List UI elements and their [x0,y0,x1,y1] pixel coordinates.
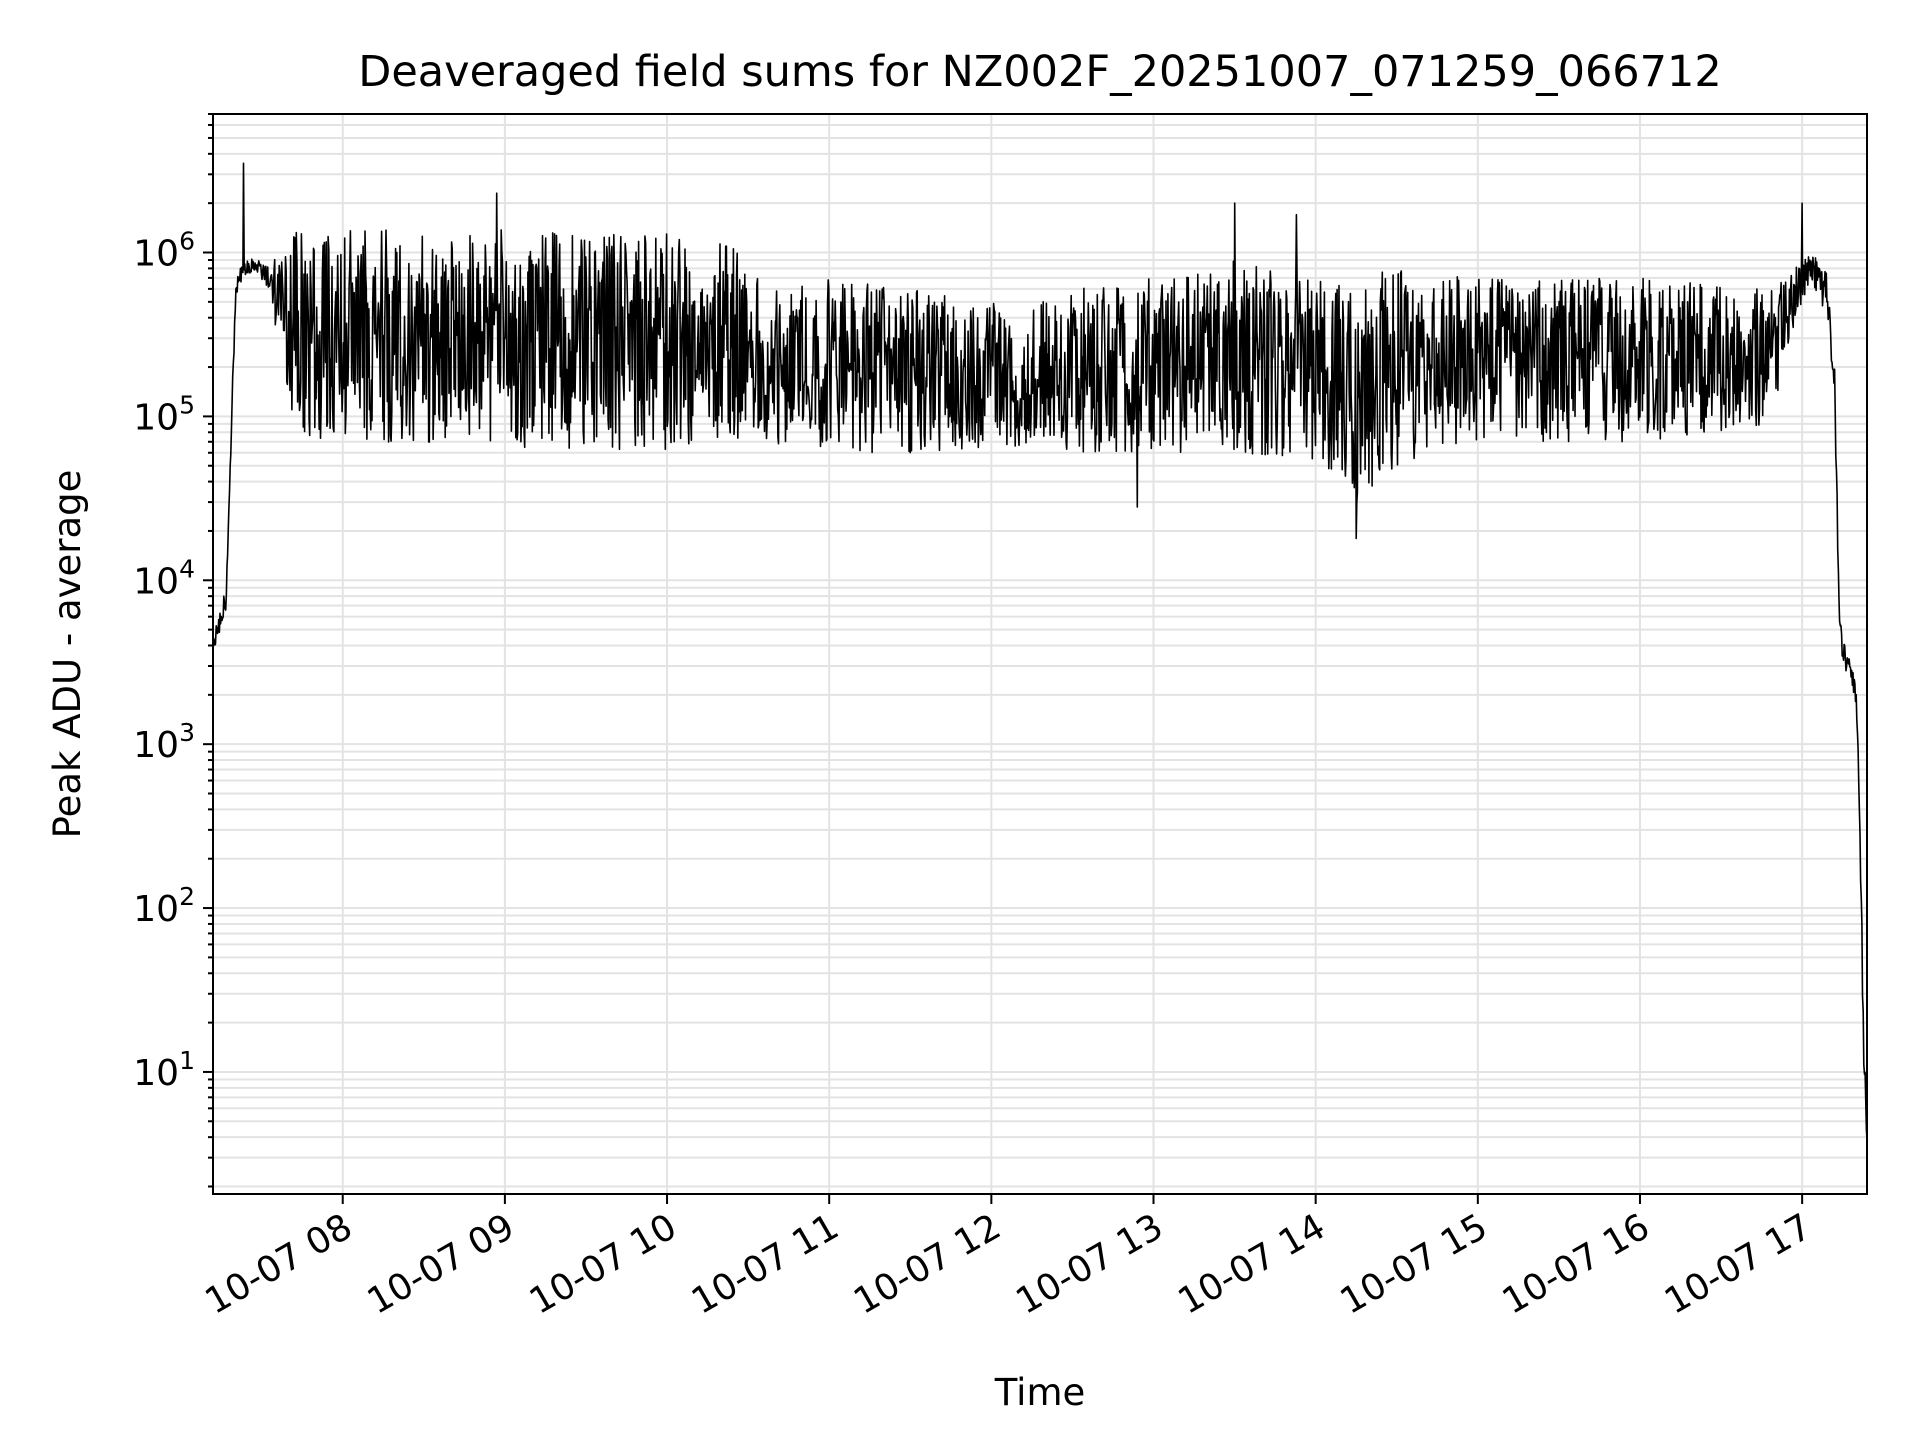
series-layer [212,162,1868,1141]
x-tick-label: 10-07 11 [685,1206,846,1322]
y-tick-label: 105 [133,390,195,438]
x-axis-label: Time [994,1371,1086,1414]
chart-title: Deaveraged field sums for NZ002F_2025100… [358,47,1722,97]
x-tick-label: 10-07 13 [1009,1206,1170,1322]
x-tick-label: 10-07 08 [199,1206,360,1322]
x-tick-label: 10-07 15 [1334,1206,1495,1322]
plot-frame [212,113,1868,1195]
y-tick-label: 106 [133,227,195,275]
x-tick-label: 10-07 10 [523,1206,684,1322]
x-tick-label: 10-07 09 [361,1206,522,1322]
y-tick-label: 104 [133,554,195,602]
x-tick-label: 10-07 14 [1171,1206,1332,1322]
y-axis-label: Peak ADU - average [46,470,89,839]
y-tick-label: 101 [133,1046,195,1094]
y-tick-label: 103 [133,718,195,766]
x-tick-label: 10-07 16 [1496,1206,1657,1322]
y-tick-label: 102 [133,882,195,930]
x-tick-label: 10-07 17 [1658,1206,1819,1322]
series-line [212,162,1868,1141]
x-tick-label: 10-07 12 [847,1206,1008,1322]
